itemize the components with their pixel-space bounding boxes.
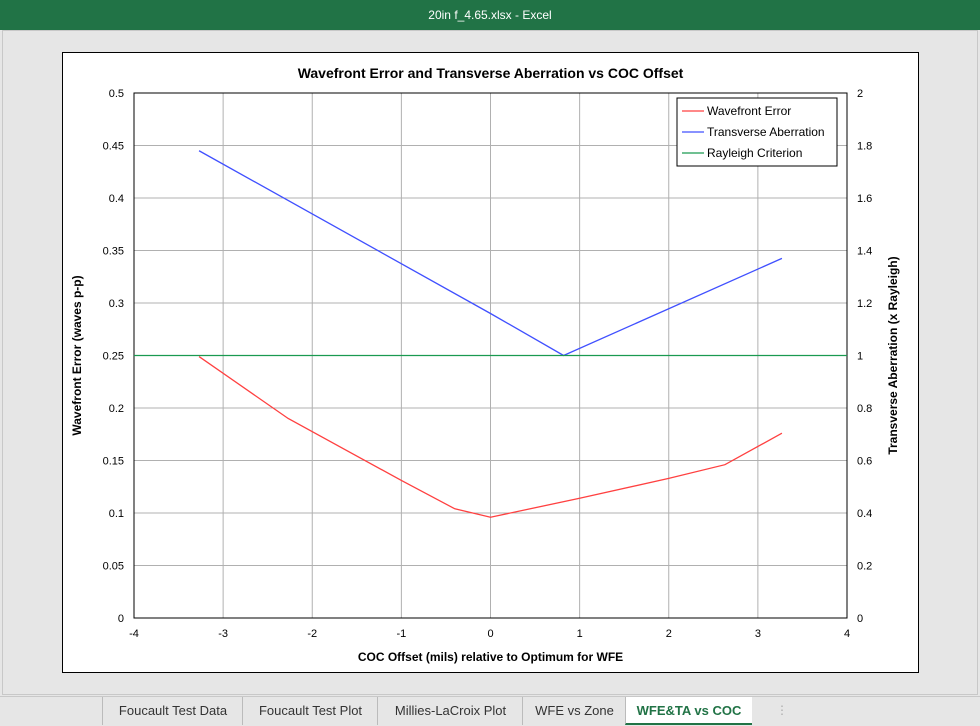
x-tick-label: -4: [129, 628, 139, 640]
y-tick-label: 0.05: [103, 561, 124, 573]
title-bar: 20in f_4.65.xlsx - Excel: [0, 0, 980, 30]
y2-axis-title: Transverse Aberration (x Rayleigh): [886, 256, 900, 454]
y-axis-title: Wavefront Error (waves p-p): [70, 275, 84, 435]
chart-title: Wavefront Error and Transverse Aberratio…: [298, 65, 684, 81]
y-tick-label: 0.3: [109, 298, 124, 310]
x-tick-label: -1: [396, 628, 406, 640]
y-tick-label: 0: [118, 613, 124, 625]
y2-tick-label: 0.6: [857, 456, 872, 468]
sheet-tab-bar: Foucault Test Data Foucault Test Plot Mi…: [0, 696, 980, 726]
sheet-tab-foucault-test-data[interactable]: Foucault Test Data: [102, 697, 243, 725]
series-line-transverse-aberration: [198, 150, 783, 357]
x-tick-label: -3: [218, 628, 228, 640]
x-tick-label: 2: [666, 628, 672, 640]
y2-tick-label: 1.6: [857, 193, 872, 205]
legend-label: Wavefront Error: [707, 104, 791, 118]
y2-tick-label: 1.2: [857, 298, 872, 310]
y2-tick-label: 0.2: [857, 561, 872, 573]
sheet-tab-wfe-vs-zone[interactable]: WFE vs Zone: [522, 697, 626, 725]
y-tick-label: 0.45: [103, 141, 124, 153]
y-tick-label: 0.5: [109, 88, 124, 100]
chart-object[interactable]: -4 -3 -2 -1 0 1 2 3 4 0 0.05 0.1 0.15 0.2 0.25 0.3 0.35 0…: [62, 52, 919, 673]
y2-tick-label: 0.4: [857, 508, 872, 520]
y2-tick-label: 0.8: [857, 403, 872, 415]
tab-options-icon[interactable]: ⋮: [776, 703, 788, 717]
series-line-wavefront-error: [198, 356, 783, 518]
y-tick-label: 0.4: [109, 193, 124, 205]
sheet-tab-foucault-test-plot[interactable]: Foucault Test Plot: [242, 697, 378, 725]
x-tick-label: 4: [844, 628, 850, 640]
y-tick-label: 0.2: [109, 403, 124, 415]
sheet-tab-wfe-ta-vs-coc[interactable]: WFE&TA vs COC: [625, 697, 752, 725]
y-tick-label: 0.15: [103, 456, 124, 468]
legend-label: Transverse Aberration: [707, 125, 825, 139]
y2-tick-label: 0: [857, 613, 863, 625]
legend-label: Rayleigh Criterion: [707, 146, 802, 160]
x-tick-label: 0: [487, 628, 493, 640]
sheet-tab-millies-lacroix-plot[interactable]: Millies-LaCroix Plot: [377, 697, 523, 725]
y-tick-label: 0.1: [109, 508, 124, 520]
x-tick-label: -2: [307, 628, 317, 640]
y2-tick-label: 1.4: [857, 246, 872, 258]
y2-tick-label: 1: [857, 351, 863, 363]
x-tick-label: 1: [577, 628, 583, 640]
chart-svg: -4 -3 -2 -1 0 1 2 3 400.050.10.150.20.250.30.350…: [70, 65, 900, 664]
y2-tick-label: 2: [857, 88, 863, 100]
y2-tick-label: 1.8: [857, 141, 872, 153]
y-tick-label: 0.35: [103, 246, 124, 258]
x-tick-label: 3: [755, 628, 761, 640]
y-tick-label: 0.25: [103, 351, 124, 363]
x-axis-title: COC Offset (mils) relative to Optimum fo…: [358, 650, 623, 664]
window-title: 20in f_4.65.xlsx - Excel: [428, 8, 552, 22]
